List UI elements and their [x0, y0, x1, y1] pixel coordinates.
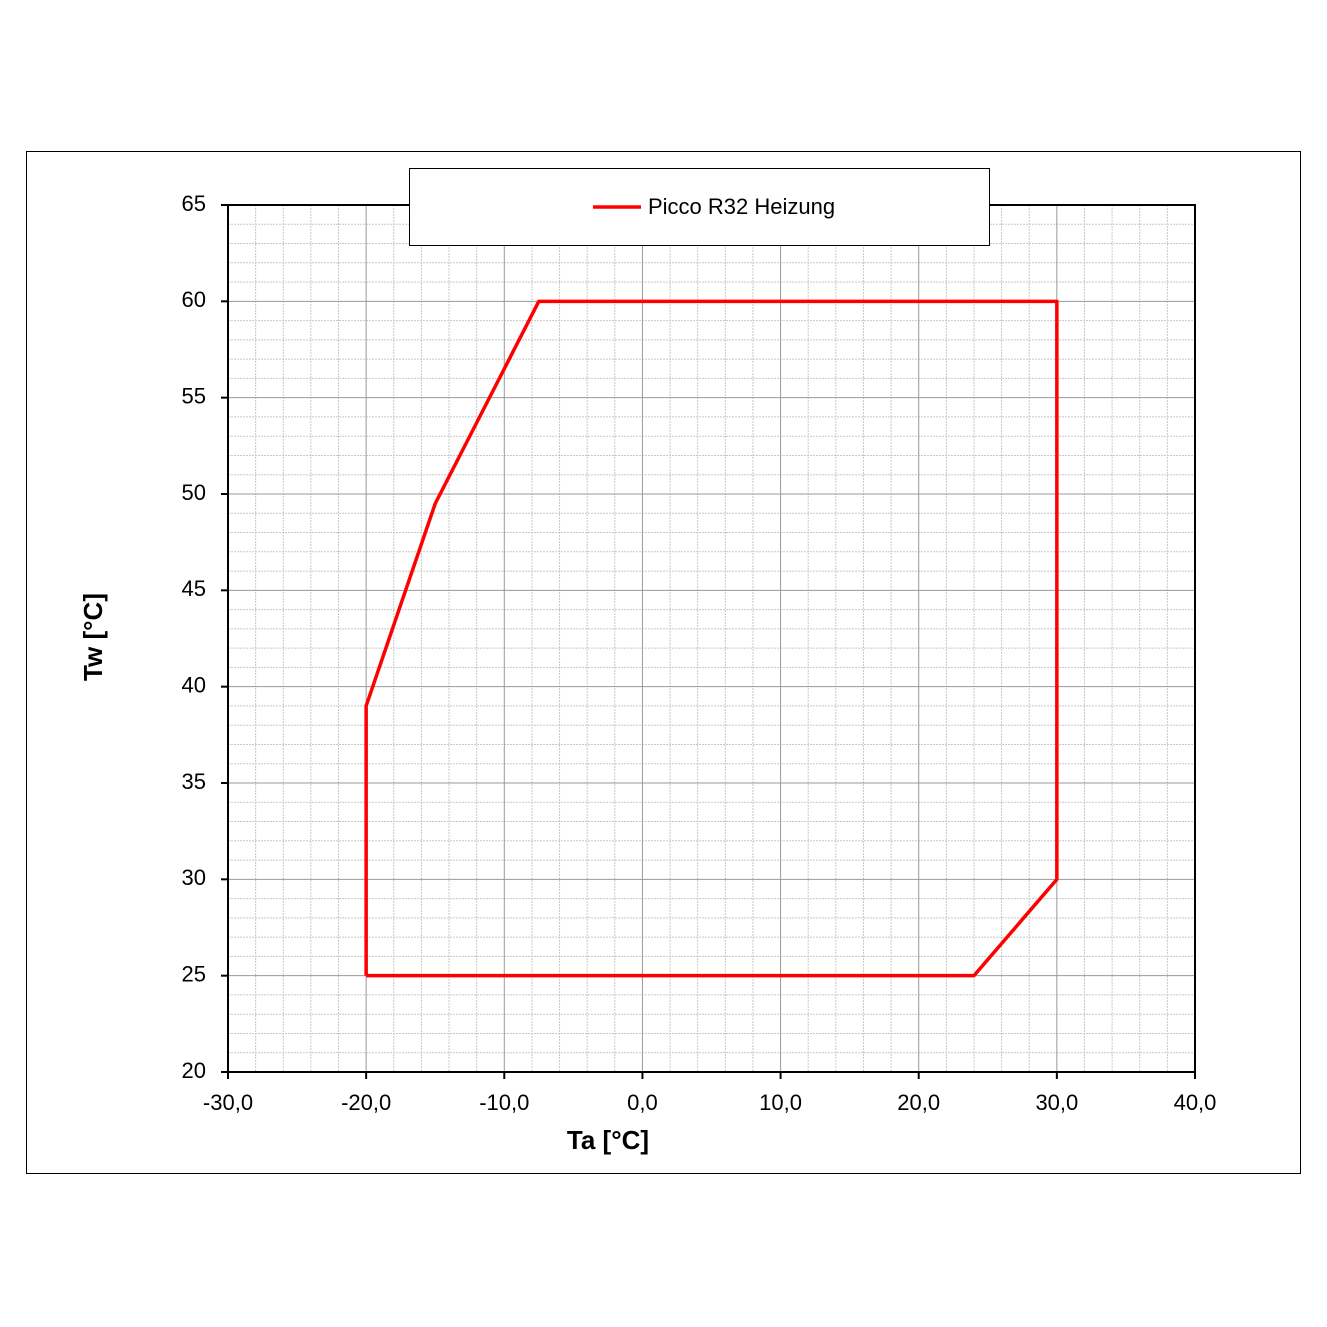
- x-tick-label: -30,0: [203, 1090, 253, 1115]
- x-tick-label: -10,0: [479, 1090, 529, 1115]
- y-axis-label: Tw [°C]: [78, 593, 108, 681]
- y-tick-label: 40: [182, 672, 206, 697]
- x-tick-label: 30,0: [1035, 1090, 1078, 1115]
- y-tick-label: 55: [182, 383, 206, 408]
- x-axis-label: Ta [°C]: [567, 1125, 649, 1155]
- x-tick-label: 0,0: [627, 1090, 658, 1115]
- ticks: -30,0 -20,0 -10,0 0,0 10,0 20,0 30,0 40,0 20 25 30…: [182, 191, 1217, 1115]
- y-tick-label: 25: [182, 961, 206, 986]
- chart-frame: [26, 151, 1301, 1174]
- series-line: [364, 299, 1059, 978]
- legend-box: [409, 168, 990, 246]
- y-tick-label: 20: [182, 1058, 206, 1083]
- y-tick-label: 50: [182, 480, 206, 505]
- x-tick-label: 10,0: [759, 1090, 802, 1115]
- y-tick-label: 65: [182, 191, 206, 216]
- y-tick-label: 30: [182, 865, 206, 890]
- legend-label: Picco R32 Heizung: [648, 194, 835, 219]
- y-tick-label: 60: [182, 287, 206, 312]
- x-tick-label: -20,0: [341, 1090, 391, 1115]
- plot: [364, 299, 1059, 978]
- legend: Picco R32 Heizung: [409, 168, 990, 246]
- x-tick-label: 40,0: [1174, 1090, 1217, 1115]
- x-tick-label: 20,0: [897, 1090, 940, 1115]
- y-tick-label: 45: [182, 576, 206, 601]
- y-tick-label: 35: [182, 769, 206, 794]
